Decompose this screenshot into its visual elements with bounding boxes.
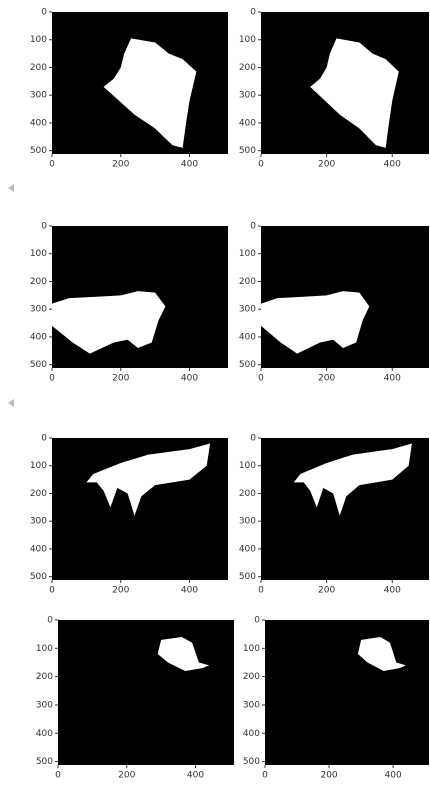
y-tick-label: 300 xyxy=(30,517,47,527)
x-tick-label: 0 xyxy=(262,771,268,781)
x-tick-label: 400 xyxy=(187,771,204,781)
y-tick-label: 400 xyxy=(239,544,256,554)
x-tick-label: 0 xyxy=(258,374,264,384)
y-tick-label: 200 xyxy=(36,672,53,682)
y-tick-label: 500 xyxy=(36,757,53,767)
notebook-output: 0200400010020030040050002004000100200300… xyxy=(0,0,430,803)
x-tick-label: 200 xyxy=(118,771,135,781)
x-tick-label: 200 xyxy=(318,586,335,596)
y-tick-label: 300 xyxy=(239,517,256,527)
x-tick-label: 400 xyxy=(384,160,401,170)
y-tick-label: 400 xyxy=(243,729,260,739)
y-tick-label: 0 xyxy=(41,222,47,232)
y-tick-label: 300 xyxy=(239,305,256,315)
x-tick-label: 400 xyxy=(385,771,402,781)
y-tick-label: 200 xyxy=(30,63,47,73)
y-tick-label: 500 xyxy=(239,146,256,156)
y-tick-label: 100 xyxy=(36,644,53,654)
x-tick-label: 0 xyxy=(55,771,61,781)
x-tick-label: 200 xyxy=(318,374,335,384)
x-tick-label: 400 xyxy=(181,586,198,596)
y-tick-label: 100 xyxy=(243,644,260,654)
y-tick-label: 400 xyxy=(36,729,53,739)
y-tick-label: 300 xyxy=(243,700,260,710)
x-tick-label: 200 xyxy=(112,374,129,384)
image-frame xyxy=(265,620,429,765)
y-tick-label: 200 xyxy=(239,63,256,73)
image-frame xyxy=(58,620,234,765)
collapse-marker xyxy=(8,184,14,192)
y-tick-label: 400 xyxy=(30,544,47,554)
y-tick-label: 100 xyxy=(30,249,47,259)
y-tick-label: 200 xyxy=(239,277,256,287)
y-tick-label: 0 xyxy=(250,222,256,232)
y-tick-label: 300 xyxy=(30,305,47,315)
y-tick-label: 400 xyxy=(30,118,47,128)
y-tick-label: 100 xyxy=(239,35,256,45)
x-tick-label: 200 xyxy=(318,160,335,170)
x-tick-label: 0 xyxy=(258,586,264,596)
y-tick-label: 500 xyxy=(239,572,256,582)
y-tick-label: 100 xyxy=(30,461,47,471)
y-tick-label: 200 xyxy=(243,672,260,682)
x-tick-label: 0 xyxy=(258,160,264,170)
y-tick-label: 100 xyxy=(30,35,47,45)
y-tick-label: 200 xyxy=(30,489,47,499)
y-tick-label: 200 xyxy=(239,489,256,499)
y-tick-label: 0 xyxy=(254,616,260,626)
x-tick-label: 400 xyxy=(181,374,198,384)
y-tick-label: 500 xyxy=(30,360,47,370)
y-tick-label: 500 xyxy=(239,360,256,370)
y-tick-label: 100 xyxy=(239,461,256,471)
y-tick-label: 500 xyxy=(30,572,47,582)
y-tick-label: 200 xyxy=(30,277,47,287)
y-tick-label: 400 xyxy=(239,118,256,128)
collapse-marker xyxy=(8,399,14,407)
y-tick-label: 300 xyxy=(36,700,53,710)
y-tick-label: 100 xyxy=(239,249,256,259)
y-tick-label: 0 xyxy=(47,616,53,626)
x-tick-label: 0 xyxy=(49,160,55,170)
x-tick-label: 200 xyxy=(112,586,129,596)
x-tick-label: 0 xyxy=(49,374,55,384)
y-tick-label: 0 xyxy=(41,8,47,18)
y-tick-label: 0 xyxy=(250,434,256,444)
y-tick-label: 300 xyxy=(30,91,47,101)
x-tick-label: 200 xyxy=(320,771,337,781)
x-tick-label: 400 xyxy=(384,374,401,384)
y-tick-label: 400 xyxy=(239,332,256,342)
y-tick-label: 300 xyxy=(239,91,256,101)
y-tick-label: 500 xyxy=(30,146,47,156)
x-tick-label: 400 xyxy=(181,160,198,170)
y-tick-label: 0 xyxy=(250,8,256,18)
x-tick-label: 200 xyxy=(112,160,129,170)
x-tick-label: 400 xyxy=(384,586,401,596)
y-tick-label: 0 xyxy=(41,434,47,444)
y-tick-label: 500 xyxy=(243,757,260,767)
y-tick-label: 400 xyxy=(30,332,47,342)
x-tick-label: 0 xyxy=(49,586,55,596)
